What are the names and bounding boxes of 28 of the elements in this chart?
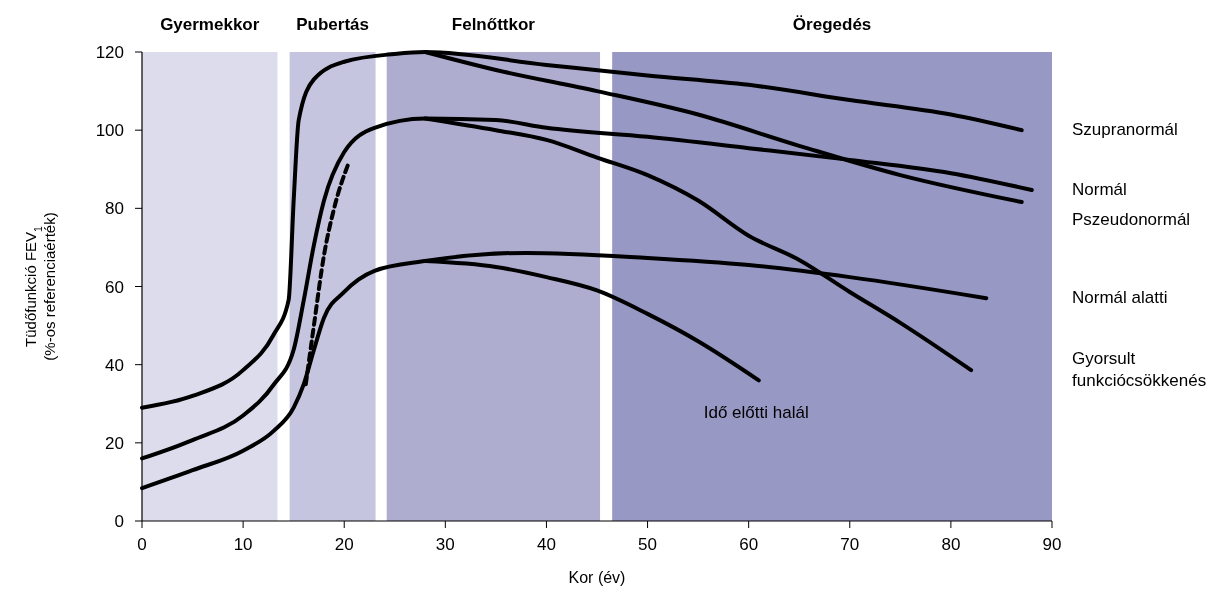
- annotation: Idő előtti halál: [703, 403, 809, 423]
- band-label: Felnőttkor: [451, 15, 536, 34]
- x-tick-label: 60: [739, 535, 759, 554]
- y-tick-label: 80: [105, 199, 124, 219]
- y-tick-label: 20: [105, 433, 124, 453]
- x-tick-label: 30: [435, 535, 455, 554]
- x-tick-label: 20: [334, 535, 354, 554]
- x-tick-label: 0: [137, 535, 147, 554]
- band-label: Gyermekkor: [160, 15, 260, 34]
- x-tick-label: 80: [941, 535, 961, 554]
- x-tick-label: 90: [1042, 535, 1062, 554]
- y-tick-label: 120: [95, 43, 124, 62]
- x-axis-title: Kor (év): [568, 569, 626, 586]
- x-tick-label: 70: [840, 535, 860, 554]
- text: Normál alatti: [1072, 288, 1168, 308]
- y-tick-label: 0: [114, 512, 124, 531]
- text: Gyorsult funkciócsökkenés: [1072, 349, 1207, 391]
- x-tick-label: 10: [233, 535, 253, 554]
- y-tick-label: 40: [105, 355, 124, 375]
- x-tick-label: 40: [536, 535, 556, 554]
- band-label: Pubertás: [296, 15, 369, 34]
- y-tick-label: 60: [105, 277, 124, 297]
- band-label: Öregedés: [792, 15, 872, 34]
- text: Szupranormál: [1072, 120, 1178, 140]
- text: Pszeudonormál: [1072, 209, 1191, 229]
- x-tick-label: 50: [638, 535, 658, 554]
- text: Normál: [1072, 179, 1127, 199]
- y-tick-label: 100: [95, 121, 124, 141]
